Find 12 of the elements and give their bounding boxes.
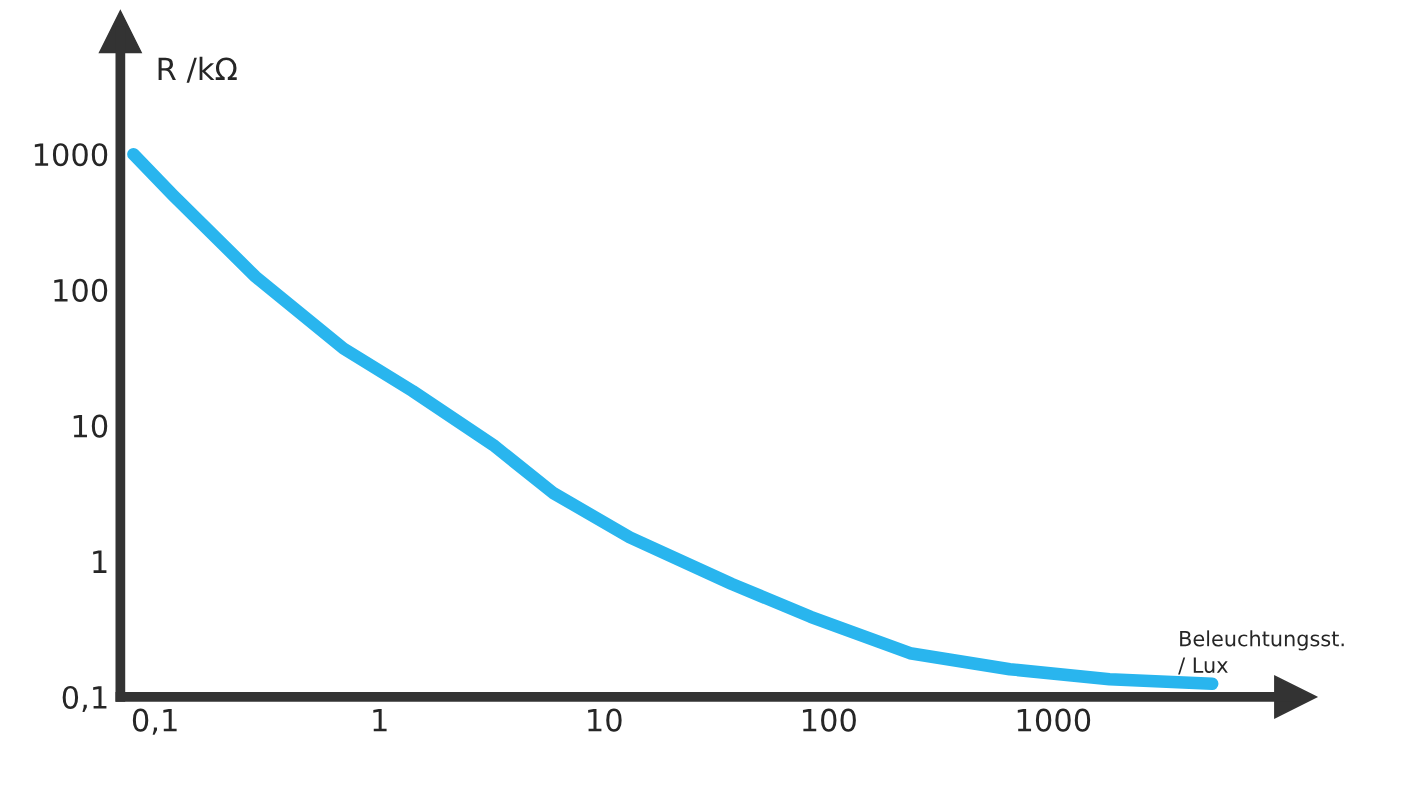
y-tick-label: 100 <box>54 278 108 302</box>
x-tick-label: 100 <box>802 708 856 732</box>
y-tick-label: 1 <box>93 550 107 573</box>
y-tick-label: 1000 <box>34 143 108 167</box>
y-tick-label: 10 <box>73 414 108 438</box>
x-tick-label: 1000 <box>1017 708 1091 732</box>
x-tick-label: 1 <box>373 709 387 732</box>
y-axis-title: R /kΩ <box>158 56 237 83</box>
x-axis-title: Beleuchtungsst. / Lux <box>1178 630 1344 675</box>
x-tick-label: 0,1 <box>132 708 177 735</box>
y-tick-label: 0,1 <box>62 685 107 713</box>
x-tick-label: 10 <box>588 708 622 732</box>
